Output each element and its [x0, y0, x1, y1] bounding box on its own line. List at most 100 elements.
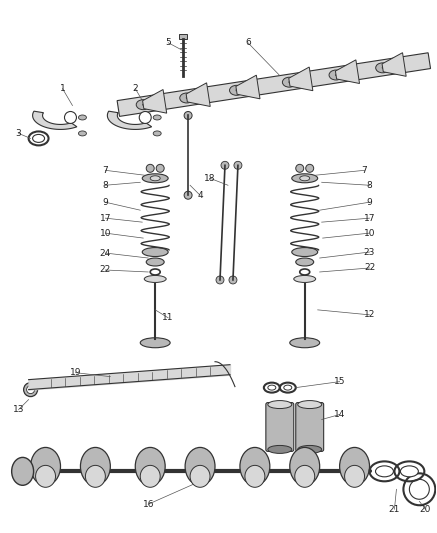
Text: 24: 24	[100, 248, 111, 257]
Ellipse shape	[229, 85, 243, 95]
Ellipse shape	[85, 465, 105, 487]
Ellipse shape	[290, 338, 320, 348]
Text: 23: 23	[364, 247, 375, 256]
Polygon shape	[108, 111, 152, 130]
Text: 17: 17	[364, 214, 375, 223]
Bar	[179, 34, 187, 39]
Text: 4: 4	[197, 191, 203, 200]
Text: 8: 8	[103, 181, 108, 190]
Ellipse shape	[140, 338, 170, 348]
Ellipse shape	[31, 447, 60, 486]
Text: 20: 20	[420, 505, 431, 514]
Text: 12: 12	[364, 310, 375, 319]
Text: 21: 21	[389, 505, 400, 514]
Ellipse shape	[294, 276, 316, 282]
Ellipse shape	[190, 465, 210, 487]
Ellipse shape	[136, 100, 150, 110]
Text: 14: 14	[334, 410, 345, 419]
Circle shape	[221, 161, 229, 169]
Text: 8: 8	[367, 181, 372, 190]
Text: 19: 19	[70, 368, 81, 377]
Circle shape	[306, 164, 314, 172]
Ellipse shape	[375, 466, 393, 477]
Circle shape	[409, 479, 429, 499]
FancyBboxPatch shape	[266, 402, 294, 451]
Ellipse shape	[180, 93, 194, 103]
Ellipse shape	[80, 447, 111, 486]
Text: 13: 13	[13, 405, 24, 414]
Circle shape	[24, 383, 38, 397]
Ellipse shape	[268, 446, 292, 454]
Polygon shape	[236, 75, 260, 99]
Ellipse shape	[400, 466, 418, 477]
Circle shape	[65, 111, 76, 124]
Ellipse shape	[135, 447, 165, 486]
Ellipse shape	[292, 247, 318, 256]
Text: 2: 2	[132, 84, 138, 93]
Ellipse shape	[142, 174, 168, 183]
Circle shape	[234, 161, 242, 169]
Ellipse shape	[146, 258, 164, 266]
Ellipse shape	[376, 63, 390, 73]
Ellipse shape	[153, 131, 161, 136]
Text: 5: 5	[165, 38, 171, 47]
Circle shape	[296, 164, 304, 172]
Ellipse shape	[295, 465, 315, 487]
Text: 11: 11	[163, 313, 174, 322]
Ellipse shape	[140, 465, 160, 487]
Text: 6: 6	[245, 38, 251, 47]
Circle shape	[146, 164, 154, 172]
Polygon shape	[186, 83, 210, 107]
Text: 15: 15	[334, 377, 345, 386]
Ellipse shape	[144, 276, 166, 282]
Ellipse shape	[185, 447, 215, 486]
Ellipse shape	[153, 115, 161, 120]
Ellipse shape	[298, 446, 322, 454]
Text: 17: 17	[100, 214, 111, 223]
Text: 18: 18	[204, 174, 216, 183]
Circle shape	[139, 111, 151, 124]
Circle shape	[184, 111, 192, 119]
Ellipse shape	[268, 385, 276, 390]
Text: 3: 3	[16, 129, 21, 138]
Ellipse shape	[329, 70, 343, 80]
Ellipse shape	[142, 247, 168, 256]
Polygon shape	[336, 60, 360, 84]
Text: 1: 1	[59, 84, 66, 93]
Ellipse shape	[298, 401, 322, 409]
Text: 9: 9	[367, 198, 372, 207]
Ellipse shape	[79, 131, 87, 136]
Ellipse shape	[290, 447, 320, 486]
Ellipse shape	[292, 174, 318, 183]
Ellipse shape	[79, 115, 87, 120]
Text: 10: 10	[364, 229, 375, 238]
Text: 7: 7	[362, 166, 368, 175]
Polygon shape	[33, 111, 77, 130]
Ellipse shape	[12, 457, 34, 486]
Text: 9: 9	[103, 198, 108, 207]
Ellipse shape	[245, 465, 265, 487]
Polygon shape	[117, 53, 430, 116]
Ellipse shape	[268, 401, 292, 409]
Polygon shape	[382, 53, 406, 76]
Circle shape	[156, 164, 164, 172]
Text: 16: 16	[142, 500, 154, 508]
Ellipse shape	[150, 176, 160, 181]
Text: 22: 22	[100, 265, 111, 274]
Ellipse shape	[284, 385, 292, 390]
Circle shape	[27, 385, 35, 393]
Text: 22: 22	[364, 263, 375, 272]
Text: 10: 10	[100, 229, 111, 238]
FancyBboxPatch shape	[296, 402, 324, 451]
Circle shape	[184, 191, 192, 199]
Circle shape	[229, 276, 237, 284]
Ellipse shape	[35, 465, 55, 487]
Ellipse shape	[340, 447, 370, 486]
Ellipse shape	[296, 258, 314, 266]
Polygon shape	[289, 67, 313, 91]
Ellipse shape	[345, 465, 364, 487]
Ellipse shape	[300, 176, 310, 181]
Ellipse shape	[282, 77, 296, 87]
Ellipse shape	[240, 447, 270, 486]
Text: 7: 7	[103, 166, 108, 175]
